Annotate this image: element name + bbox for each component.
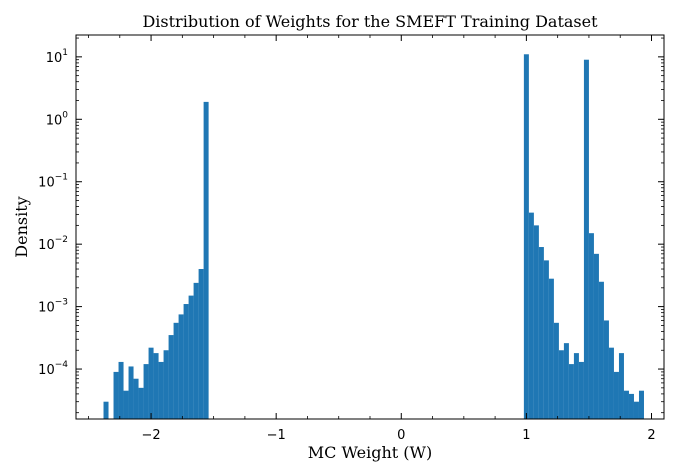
y-tick-exponent: −2 [55, 235, 68, 245]
chart-title: Distribution of Weights for the SMEFT Tr… [142, 12, 598, 31]
y-tick-exponent: −4 [55, 360, 69, 370]
histogram-bar [628, 393, 634, 419]
x-tick-label: 1 [522, 428, 530, 443]
y-tick-base: 10 [38, 363, 55, 378]
histogram-bar [113, 371, 119, 419]
histogram-bar [163, 350, 169, 419]
histogram-bar [618, 353, 624, 419]
x-tick-label: −2 [141, 428, 160, 443]
y-tick-label: 10−3 [38, 298, 68, 316]
histogram-bar [623, 390, 629, 419]
histogram-bar [603, 320, 609, 419]
y-tick-label: 10−1 [38, 173, 68, 191]
histogram-bar [638, 390, 644, 419]
histogram-bar [103, 401, 109, 419]
bars-group [103, 54, 644, 420]
histogram-bar [528, 212, 534, 419]
histogram-bar [633, 401, 639, 419]
x-tick-label: 2 [647, 428, 655, 443]
y-tick-label: 10−2 [38, 235, 68, 253]
histogram-bar [598, 281, 604, 419]
y-tick-base: 10 [38, 238, 55, 253]
histogram-bar [523, 54, 529, 420]
histogram-bar [583, 59, 589, 420]
y-tick-label: 100 [46, 110, 69, 128]
histogram-bar [148, 347, 154, 419]
y-tick-label: 10−4 [38, 360, 68, 378]
histogram-bar [168, 335, 174, 419]
y-tick-base: 10 [38, 301, 55, 316]
histogram-bar [183, 304, 189, 419]
x-axis-label: MC Weight (W) [308, 443, 432, 462]
histogram-bar [568, 364, 574, 419]
histogram-bar [138, 387, 144, 419]
histogram-bar [153, 353, 159, 419]
x-axis-ticks: −2 −1 0 1 2 [88, 35, 656, 443]
histogram-bar [188, 295, 194, 419]
histogram-bar [608, 347, 614, 419]
histogram-bar [588, 233, 594, 419]
histogram-bar [193, 282, 199, 419]
y-tick-exponent: −1 [55, 173, 68, 183]
x-tick-label: 0 [397, 428, 405, 443]
y-tick-base: 10 [46, 51, 63, 66]
x-tick-label: −1 [267, 428, 286, 443]
histogram-bar [573, 353, 579, 419]
histogram-bar [548, 278, 554, 419]
histogram-bar [158, 361, 164, 419]
histogram-bar [198, 269, 204, 419]
histogram-bar [553, 322, 559, 419]
y-tick-exponent: −3 [55, 298, 68, 308]
histogram-bar [173, 322, 179, 419]
histogram-bar [538, 247, 544, 419]
y-tick-base: 10 [46, 113, 63, 128]
histogram-bar [118, 361, 124, 419]
histogram-bar [123, 390, 129, 419]
y-axis-label: Density [12, 196, 31, 257]
histogram-bar [533, 225, 539, 419]
histogram-bar [613, 371, 619, 419]
histogram-bar [558, 350, 564, 419]
histogram-bar [563, 343, 569, 419]
histogram-bar [593, 253, 599, 419]
histogram-bar [133, 378, 139, 419]
y-tick-exponent: 1 [62, 48, 68, 58]
histogram-bar [143, 364, 149, 419]
histogram-bar [128, 366, 134, 419]
y-tick-base: 10 [38, 176, 55, 191]
histogram-bar [578, 361, 584, 419]
y-tick-label: 101 [46, 48, 68, 66]
histogram-bar [203, 101, 209, 419]
histogram-bar [178, 314, 184, 419]
y-tick-exponent: 0 [62, 110, 68, 120]
histogram-bar [543, 260, 549, 419]
